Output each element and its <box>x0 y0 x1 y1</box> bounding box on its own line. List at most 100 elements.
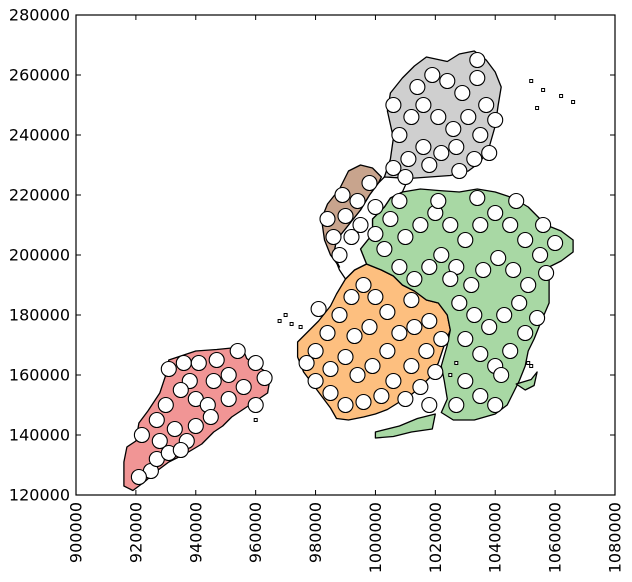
map-hole-144 <box>319 210 336 228</box>
map-hole-84 <box>505 261 522 279</box>
map-hole-119 <box>433 144 450 162</box>
map-hole-116 <box>481 144 498 162</box>
map-hole-92 <box>472 345 489 363</box>
y-tick-label-4: 200000 <box>9 246 70 265</box>
map-hole-47 <box>331 306 348 324</box>
map-island-speck-5 <box>571 100 576 104</box>
x-tick-label-0: 900000 <box>67 502 86 563</box>
map-hole-106 <box>535 216 552 234</box>
map-hole-140 <box>343 228 360 246</box>
map-hole-52 <box>361 318 378 336</box>
map-hole-129 <box>385 159 402 177</box>
map-hole-96 <box>529 309 546 327</box>
map-hole-104 <box>430 192 447 210</box>
y-tick-label-3: 180000 <box>9 306 70 325</box>
map-hole-53 <box>346 327 363 345</box>
map-hole-107 <box>538 264 555 282</box>
y-tick-label-6: 240000 <box>9 126 70 145</box>
map-island-speck-3 <box>298 325 303 329</box>
map-hole-6 <box>172 441 189 459</box>
map-hole-134 <box>469 51 486 69</box>
map-island-speck-8 <box>535 106 540 110</box>
map-hole-36 <box>406 318 423 336</box>
x-tick-label-5: 1000000 <box>366 502 385 573</box>
map-hole-51 <box>379 303 396 321</box>
map-hole-26 <box>256 369 273 387</box>
y-tick-label-7: 260000 <box>9 66 70 85</box>
map-hole-62 <box>367 198 384 216</box>
map-hole-46 <box>319 324 336 342</box>
map-island-speck-10 <box>454 361 459 365</box>
map-hole-121 <box>400 150 417 168</box>
x-tick-label-8: 1060000 <box>546 502 565 573</box>
map-hole-114 <box>460 108 477 126</box>
map-hole-30 <box>322 360 339 378</box>
map-hole-138 <box>325 228 342 246</box>
map-hole-60 <box>403 291 420 309</box>
map-hole-48 <box>343 288 360 306</box>
map-hole-49 <box>355 276 372 294</box>
map-hole-39 <box>403 357 420 375</box>
map-hole-143 <box>334 186 351 204</box>
map-hole-64 <box>397 228 414 246</box>
map-hole-91 <box>457 330 474 348</box>
map-hole-23 <box>172 381 189 399</box>
x-tick-label-1: 920000 <box>126 502 145 563</box>
map-hole-56 <box>427 363 444 381</box>
map-hole-7 <box>130 468 147 486</box>
map-holes <box>130 51 564 486</box>
map-hole-113 <box>445 120 462 138</box>
map-hole-105 <box>391 192 408 210</box>
map-hole-40 <box>385 372 402 390</box>
map-hole-122 <box>409 78 426 96</box>
map-hole-75 <box>376 240 393 258</box>
x-axis-tick-labels: 900000 920000 940000 960000 980000 1000000 102… <box>67 502 625 573</box>
map-hole-142 <box>367 225 384 243</box>
map-hole-15 <box>235 378 252 396</box>
map-hole-71 <box>502 216 519 234</box>
map-hole-12 <box>160 360 177 378</box>
map-hole-37 <box>421 312 438 330</box>
map-hole-103 <box>469 189 486 207</box>
map-region-7 <box>515 371 538 391</box>
map-hole-82 <box>475 261 492 279</box>
x-tick-label-7: 1040000 <box>486 502 505 573</box>
map-hole-120 <box>415 138 432 156</box>
y-tick-label-8: 280000 <box>9 6 70 25</box>
map-hole-90 <box>451 294 468 312</box>
map-island-specks <box>253 79 576 422</box>
map-hole-139 <box>331 246 348 264</box>
map-hole-127 <box>478 96 495 114</box>
map-hole-83 <box>490 249 507 267</box>
map-hole-33 <box>364 357 381 375</box>
map-hole-98 <box>472 387 489 405</box>
map-hole-77 <box>406 270 423 288</box>
map-hole-35 <box>391 324 408 342</box>
x-tick-label-6: 1020000 <box>426 502 445 573</box>
map-hole-88 <box>481 318 498 336</box>
map-hole-136 <box>349 192 366 210</box>
map-hole-31 <box>337 348 354 366</box>
map-hole-100 <box>448 396 465 414</box>
map-hole-141 <box>352 216 369 234</box>
map-hole-28 <box>148 411 165 429</box>
map-hole-24 <box>157 396 174 414</box>
map-hole-21 <box>208 351 225 369</box>
map-hole-59 <box>310 300 327 318</box>
map-hole-99 <box>487 396 504 414</box>
map-hole-94 <box>502 342 519 360</box>
map-hole-132 <box>451 162 468 180</box>
map-hole-133 <box>385 96 402 114</box>
x-tick-label-9: 1080000 <box>606 502 625 573</box>
map-hole-58 <box>298 354 315 372</box>
map-region-6 <box>374 413 436 439</box>
map-island-speck-7 <box>541 88 546 92</box>
map-hole-78 <box>421 258 438 276</box>
map-hole-74 <box>547 234 564 252</box>
map-hole-117 <box>466 150 483 168</box>
map-hole-69 <box>472 216 489 234</box>
map-hole-126 <box>469 69 486 87</box>
map-hole-108 <box>442 270 459 288</box>
map-hole-118 <box>448 138 465 156</box>
